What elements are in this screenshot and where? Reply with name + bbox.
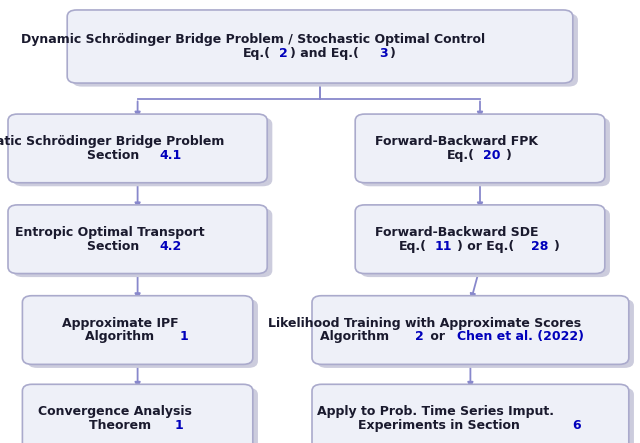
Text: 4.1: 4.1	[160, 149, 182, 162]
Text: Experiments in Section: Experiments in Section	[358, 419, 524, 432]
Text: ) and Eq.(: ) and Eq.(	[290, 47, 359, 60]
Text: Forward-Backward SDE: Forward-Backward SDE	[374, 226, 538, 239]
Text: or: or	[426, 330, 450, 343]
Text: Section: Section	[86, 149, 143, 162]
Text: 1: 1	[179, 330, 188, 343]
FancyBboxPatch shape	[22, 296, 253, 364]
Text: Algorithm: Algorithm	[84, 330, 158, 343]
Text: Eq.(: Eq.(	[399, 240, 427, 253]
FancyBboxPatch shape	[8, 114, 268, 183]
Text: Dynamic Schrödinger Bridge Problem / Stochastic Optimal Control: Dynamic Schrödinger Bridge Problem / Sto…	[20, 33, 484, 46]
FancyBboxPatch shape	[28, 299, 258, 368]
Text: Forward-Backward FPK: Forward-Backward FPK	[375, 135, 538, 148]
Text: 2: 2	[415, 330, 424, 343]
Text: Section: Section	[86, 240, 143, 253]
FancyBboxPatch shape	[355, 114, 605, 183]
FancyBboxPatch shape	[317, 388, 634, 443]
Text: Chen et al. (2022): Chen et al. (2022)	[456, 330, 584, 343]
Text: Likelihood Training with Approximate Scores: Likelihood Training with Approximate Sco…	[268, 317, 582, 330]
Text: 11: 11	[435, 240, 452, 253]
FancyBboxPatch shape	[13, 209, 273, 277]
FancyBboxPatch shape	[72, 14, 578, 87]
FancyBboxPatch shape	[360, 209, 610, 277]
FancyBboxPatch shape	[312, 296, 628, 364]
Text: 3: 3	[379, 47, 387, 60]
FancyBboxPatch shape	[317, 299, 634, 368]
FancyBboxPatch shape	[360, 117, 610, 186]
Text: 2: 2	[278, 47, 287, 60]
Text: Apply to Prob. Time Series Imput.: Apply to Prob. Time Series Imput.	[317, 405, 554, 418]
Text: ) or Eq.(: ) or Eq.(	[458, 240, 515, 253]
Text: 28: 28	[531, 240, 548, 253]
Text: Algorithm: Algorithm	[320, 330, 394, 343]
Text: Theorem: Theorem	[89, 419, 156, 432]
FancyBboxPatch shape	[355, 205, 605, 274]
Text: 20: 20	[483, 149, 500, 162]
Text: Eq.(: Eq.(	[243, 47, 271, 60]
FancyBboxPatch shape	[8, 205, 268, 274]
FancyBboxPatch shape	[13, 117, 273, 186]
Text: Convergence Analysis: Convergence Analysis	[38, 405, 192, 418]
FancyBboxPatch shape	[22, 384, 253, 443]
FancyBboxPatch shape	[28, 388, 258, 443]
FancyBboxPatch shape	[312, 384, 628, 443]
Text: Eq.(: Eq.(	[447, 149, 475, 162]
Text: 6: 6	[572, 419, 580, 432]
Text: 1: 1	[175, 419, 184, 432]
Text: ): )	[390, 47, 396, 60]
Text: ): )	[554, 240, 559, 253]
Text: Static Schrödinger Bridge Problem: Static Schrödinger Bridge Problem	[0, 135, 224, 148]
Text: Entropic Optimal Transport: Entropic Optimal Transport	[15, 226, 205, 239]
Text: ): )	[506, 149, 511, 162]
Text: Approximate IPF: Approximate IPF	[62, 317, 179, 330]
FancyBboxPatch shape	[67, 10, 573, 83]
Text: 4.2: 4.2	[160, 240, 182, 253]
